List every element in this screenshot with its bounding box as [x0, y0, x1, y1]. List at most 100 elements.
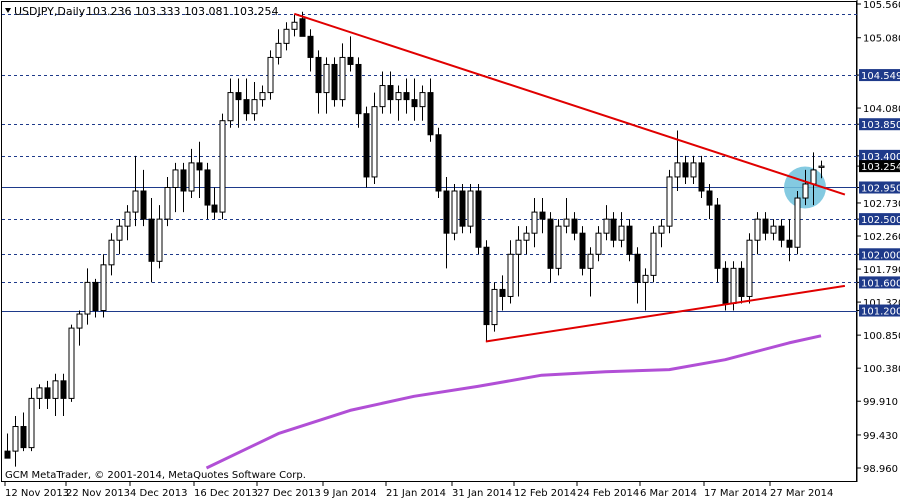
candle-body-down [547, 218, 554, 269]
candle-body-up [467, 190, 474, 227]
candle-body-down [778, 225, 785, 241]
candle [435, 127, 442, 199]
candle [12, 415, 19, 467]
price-tick-label: 100.380 [863, 364, 900, 375]
candle [4, 433, 11, 459]
candle-body-down [427, 92, 434, 136]
candle [666, 169, 673, 234]
candle [770, 219, 777, 241]
candle [227, 78, 234, 128]
candle-body-down [499, 288, 506, 297]
candle-body-up [658, 225, 665, 234]
candle-body-down [762, 218, 769, 234]
candle [339, 43, 346, 107]
candle [196, 141, 203, 199]
candle-body-up [251, 99, 258, 115]
candle-body-down [315, 56, 322, 94]
candle [363, 106, 370, 188]
price-tick-label: 105.080 [863, 34, 900, 45]
candle-body-up [451, 190, 458, 234]
candle [20, 412, 27, 452]
candle-body-down [140, 190, 147, 220]
candle-body-up [275, 42, 282, 58]
candle-body-down [698, 162, 705, 192]
candle [555, 219, 562, 276]
candle-body-up [283, 28, 290, 44]
candle-body-up [818, 165, 825, 168]
candle [515, 226, 522, 297]
current-price-label: 103.254 [861, 162, 900, 173]
candle [188, 148, 195, 199]
candle-body-up [116, 225, 123, 241]
candle-body-down [331, 63, 338, 101]
candle-body-down [44, 387, 51, 399]
candle [547, 212, 554, 283]
candle [483, 240, 490, 342]
time-tick-label: 16 Dec 2013 [194, 488, 258, 499]
price-label-box [859, 248, 900, 261]
candles-layer [4, 11, 825, 467]
candle [738, 261, 745, 304]
collapse-triangle-icon[interactable] [5, 8, 11, 13]
candle-body-down [60, 380, 67, 399]
price-tick-label: 102.260 [863, 232, 900, 243]
candle-body-down [459, 190, 466, 227]
price-label-box [859, 213, 900, 226]
candle [331, 57, 338, 107]
candle-body-down [579, 232, 586, 269]
candle-body-up [395, 92, 402, 101]
candle [251, 82, 258, 121]
candle-body-up [291, 21, 298, 30]
candle-body-down [571, 218, 578, 234]
candle [204, 162, 211, 220]
candle [626, 219, 633, 262]
price-label-box [859, 118, 900, 131]
candle-body-up [531, 211, 538, 234]
candle-body-down [706, 190, 713, 206]
candle [690, 155, 697, 184]
candle [786, 219, 793, 262]
candle-body-up [108, 239, 115, 266]
candle-body-up [84, 281, 91, 315]
time-tick-label: 31 Jan 2014 [452, 488, 512, 499]
candle [172, 162, 179, 213]
candle-body-down [435, 134, 442, 192]
candle-body-down [235, 92, 242, 101]
candle-body-up [754, 218, 761, 241]
candle [355, 57, 362, 128]
candle-body-up [515, 239, 522, 255]
candle [140, 169, 147, 227]
candle [706, 183, 713, 220]
candle-body-down [475, 190, 482, 248]
candle [682, 155, 689, 184]
candle [211, 187, 218, 220]
descending-resistance-trendline [293, 12, 846, 196]
candle [156, 205, 163, 269]
price-tick-label: 101.320 [863, 298, 900, 309]
candle-body-up [132, 190, 139, 213]
candle-body-up [259, 92, 266, 101]
candle [610, 212, 617, 248]
candle-body-up [690, 162, 697, 178]
candle [395, 85, 402, 121]
candle [642, 268, 649, 311]
candle-body-up [523, 232, 530, 241]
candle [347, 36, 354, 72]
candle [650, 226, 657, 283]
candle-body-down [211, 204, 218, 213]
candle-body-down [626, 225, 633, 255]
candle-body-down [4, 450, 11, 459]
candle [603, 205, 610, 241]
candle-body-up [339, 56, 346, 101]
candle-body-up [730, 267, 737, 304]
price-level-label: 104.549 [861, 71, 900, 82]
price-level-label: 101.600 [861, 278, 900, 289]
candle [92, 278, 99, 318]
candle [403, 78, 410, 114]
candle-body-down [634, 253, 641, 283]
price-level-label: 102.000 [861, 250, 900, 261]
candle [411, 78, 418, 121]
candle [634, 247, 641, 304]
candle [818, 160, 825, 179]
